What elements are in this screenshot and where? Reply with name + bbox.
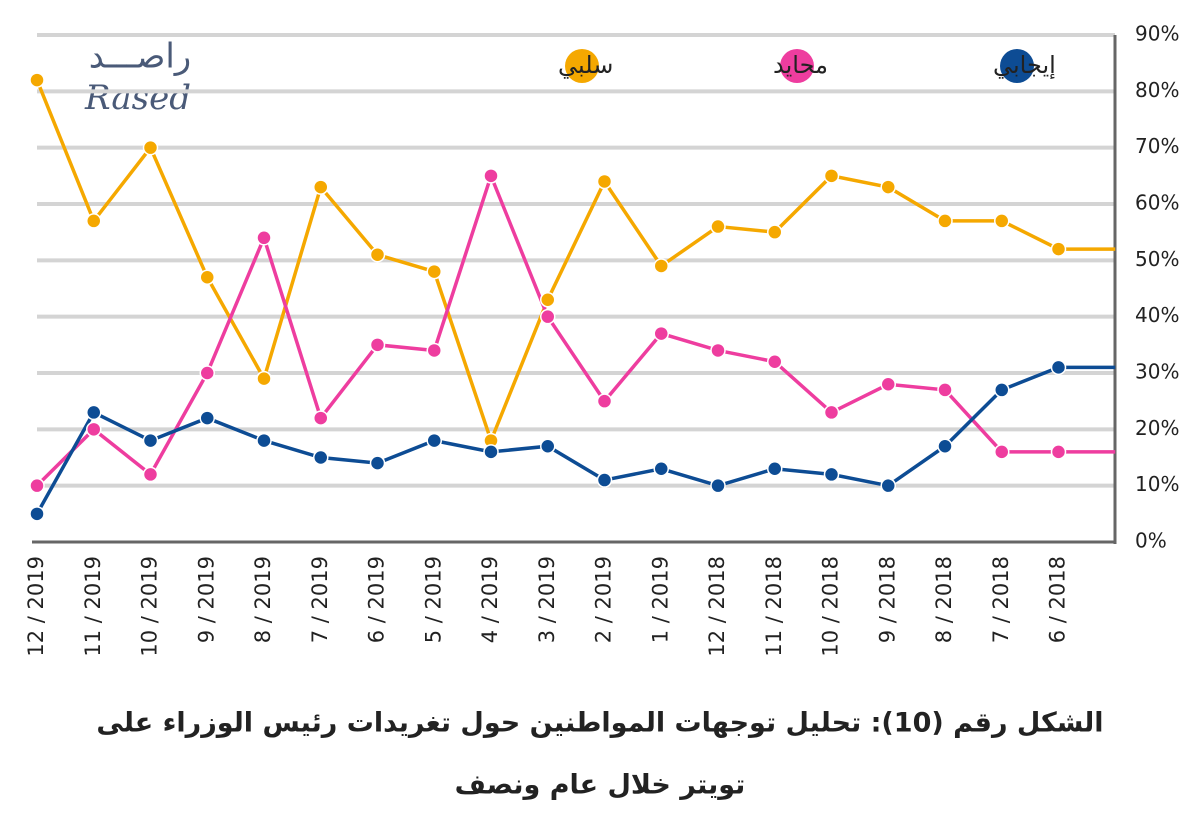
y-tick-label: 20% [1135,416,1179,440]
series-line [35,365,1116,515]
x-tick-label: 12 / 2019 [24,556,48,657]
point [880,477,896,494]
point [369,455,386,471]
x-tick-label: 11 / 2018 [762,556,786,657]
point [1050,241,1067,257]
x-tick-label: 6 / 2018 [1046,556,1070,643]
point [369,337,386,353]
point [937,213,953,229]
x-tick-label: 4 / 2019 [478,556,502,643]
y-tick-label: 10% [1135,472,1179,496]
point [596,173,613,190]
point [540,438,556,454]
point [142,432,159,449]
point [540,292,556,308]
legend-swatch [780,49,814,83]
legend-label: محايد [773,51,828,79]
point [29,72,45,88]
point [710,218,726,235]
point [653,461,669,477]
x-tick-label: 10 / 2019 [138,556,162,657]
point [313,449,329,466]
point [937,438,953,454]
point [483,168,499,184]
series-line [35,170,1116,487]
point [369,246,386,263]
x-tick-label: 8 / 2018 [932,556,956,643]
legend-swatch [565,49,599,83]
legend-label: إيجابي [993,51,1056,80]
point [767,461,783,477]
point [994,213,1010,229]
point [483,444,499,460]
point [540,308,556,325]
y-tick-label: 60% [1135,191,1179,215]
point [256,230,272,246]
y-tick-label: 70% [1135,134,1179,158]
point [199,410,215,426]
point [1050,359,1067,376]
point [596,393,613,409]
point [256,370,272,387]
point [313,410,329,426]
x-tick-label: 6 / 2019 [365,556,389,643]
point [653,258,669,274]
x-tick-label: 8 / 2019 [251,556,275,643]
point [596,472,613,488]
y-tick-label: 80% [1135,78,1179,102]
x-tick-label: 3 / 2019 [535,556,559,643]
caption-line: الشكل رقم (10): تحليل توجهات المواطنين ح… [96,708,1103,739]
point [86,404,102,421]
point [426,432,442,449]
x-tick-label: 10 / 2018 [819,556,843,657]
point [426,263,442,280]
x-tick-label: 9 / 2018 [875,556,899,643]
point [256,432,272,449]
x-tick-label: 7 / 2018 [989,556,1013,643]
y-tick-label: 50% [1135,247,1179,271]
point [86,213,102,229]
point [142,466,159,483]
x-tick-label: 2 / 2019 [592,556,616,643]
x-tick-label: 1 / 2019 [648,556,672,643]
point [313,179,329,195]
point [823,466,840,483]
point [710,477,726,494]
point [823,168,840,184]
point [994,382,1010,398]
x-tick-label: 9 / 2019 [194,556,218,643]
point [426,342,442,359]
point [767,224,783,240]
point [994,444,1010,460]
caption-line: تويتر خلال عام ونصف [455,770,746,801]
point [1050,444,1067,460]
point [142,139,159,156]
point [823,404,840,421]
x-tick-label: 11 / 2019 [81,556,105,657]
logo-arabic: راصـــد [89,37,191,77]
point [880,179,896,195]
x-tick-label: 7 / 2019 [308,556,332,643]
point [710,342,726,359]
logo-latin: Rased [84,78,191,118]
y-tick-label: 40% [1135,303,1179,327]
y-tick-label: 90% [1135,22,1179,46]
point [199,365,215,381]
x-tick-label: 12 / 2018 [705,556,729,657]
series-line [35,79,1116,446]
point [86,421,102,438]
point [199,269,215,285]
point [880,376,896,393]
point [29,477,45,494]
y-tick-label: 0% [1135,529,1167,553]
x-tick-label: 5 / 2019 [421,556,445,643]
point [767,353,783,370]
point [653,325,669,342]
point [937,382,953,398]
y-tick-label: 30% [1135,360,1179,384]
legend-swatch [1000,49,1034,83]
point [29,506,45,522]
legend-label: سلبي [558,51,613,79]
